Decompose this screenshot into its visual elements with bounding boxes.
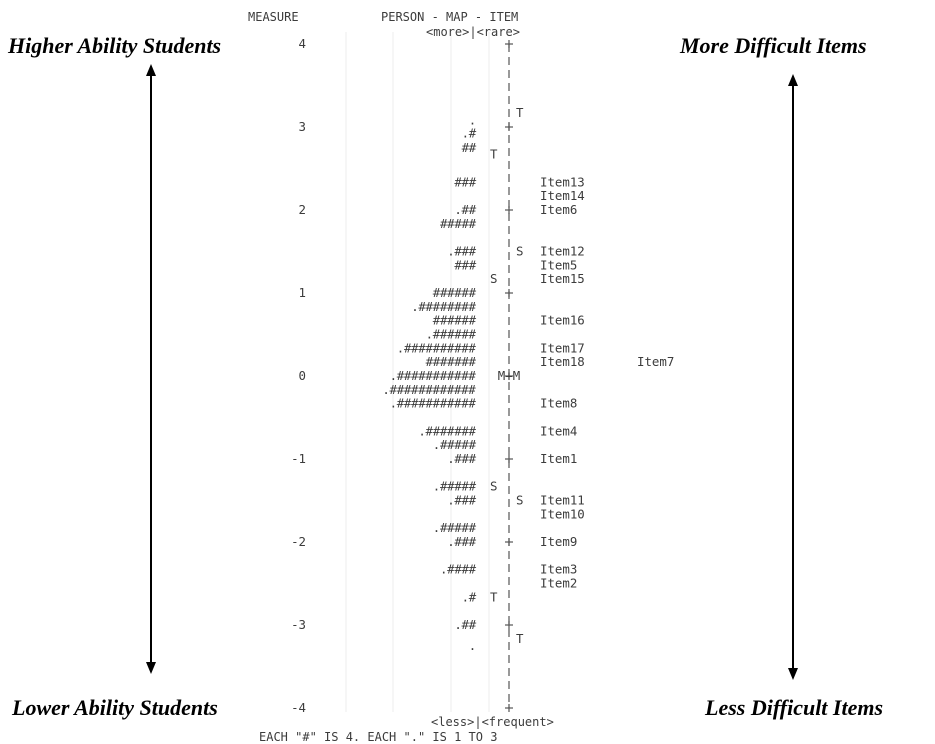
item-label: Item9 [540, 534, 577, 549]
item-label: Item12 [540, 244, 585, 259]
person-row: .##### [433, 478, 477, 493]
person-row: ## [462, 140, 477, 155]
mean-marker: M+M [498, 368, 520, 383]
person-row: .#### [440, 561, 477, 576]
item-label: Item14 [540, 188, 585, 203]
higher-ability-label: Higher Ability Students [8, 33, 222, 58]
right-double-arrow [788, 74, 798, 680]
person-row: .##### [433, 437, 477, 452]
person-row: .############ [382, 382, 476, 397]
person-row: .### [447, 451, 476, 466]
person-row: .######## [411, 299, 476, 314]
item-marker: S [516, 244, 523, 259]
person-distribution: ..######.#######.############.##########… [382, 112, 477, 653]
person-row: .########### [390, 395, 477, 410]
left-double-arrow [146, 64, 156, 674]
item-label: Item7 [637, 354, 674, 369]
item-label: Item8 [540, 395, 577, 410]
more-rare-header: <more>|<rare> [426, 25, 520, 39]
person-marker: T [490, 146, 498, 161]
measure-tick-label: 0 [299, 368, 306, 383]
person-row: ##### [440, 216, 477, 231]
faint-vertical-guides [345, 32, 490, 712]
item-label: Item18 [540, 354, 585, 369]
axis-plus-ticks [505, 40, 513, 712]
person-row: . [469, 112, 476, 127]
item-label: Item4 [540, 424, 577, 439]
person-row: .### [447, 534, 476, 549]
item-label: Item17 [540, 341, 585, 356]
measure-tick-label: -3 [291, 617, 306, 632]
person-row: .####### [418, 424, 476, 439]
measure-tick-label: 3 [299, 119, 306, 134]
person-row: .########## [397, 341, 477, 356]
person-row: .### [447, 244, 476, 259]
item-marker: T [516, 631, 524, 646]
measure-tick-label: 2 [299, 202, 306, 217]
measure-tick-label: 1 [299, 285, 306, 300]
person-row: ####### [426, 354, 477, 369]
person-row: .###### [426, 327, 477, 342]
more-difficult-label: More Difficult Items [680, 33, 867, 58]
person-row: .## [454, 617, 476, 632]
item-label: Item10 [540, 507, 585, 522]
item-label: Item5 [540, 258, 577, 273]
person-row: . [469, 638, 476, 653]
map-title: PERSON - MAP - ITEM [381, 10, 518, 24]
person-row: .## [454, 202, 476, 217]
person-marker: T [490, 590, 498, 605]
distribution-markers: T S S T T S S T M+M [490, 105, 524, 646]
less-frequent-footer: <less>|<frequent> [431, 715, 554, 729]
person-row: .########### [390, 368, 477, 383]
item-label: Item6 [540, 202, 577, 217]
footer-note: EACH "#" IS 4. EACH "." IS 1 TO 3 [259, 730, 497, 744]
measure-header: MEASURE [248, 10, 299, 24]
measure-tick-label: -4 [291, 700, 306, 715]
measure-tick-label: -1 [291, 451, 306, 466]
item-marker: T [516, 105, 524, 120]
item-label: Item1 [540, 451, 577, 466]
lower-ability-label: Lower Ability Students [12, 695, 218, 720]
person-row: .##### [433, 520, 477, 535]
person-row: ### [454, 258, 476, 273]
person-row: ### [454, 175, 476, 190]
measure-tick-label: 4 [299, 36, 306, 51]
measure-tick-labels: 4 3 2 1 0 -1 -2 -3 -4 [291, 36, 306, 715]
item-label: Item11 [540, 493, 585, 508]
item-marker: S [516, 493, 523, 508]
item-label: Item16 [540, 312, 585, 327]
person-row: ###### [433, 285, 477, 300]
person-row: .### [447, 493, 476, 508]
item-label: Item15 [540, 271, 585, 286]
person-marker: S [490, 478, 497, 493]
person-row: .# [462, 126, 477, 141]
person-row: .# [462, 590, 477, 605]
person-marker: S [490, 271, 497, 286]
person-row: ###### [433, 312, 477, 327]
item-label: Item3 [540, 561, 577, 576]
item-label: Item2 [540, 576, 577, 591]
less-difficult-label: Less Difficult Items [705, 695, 884, 720]
measure-tick-label: -2 [291, 534, 306, 549]
item-label: Item13 [540, 175, 585, 190]
